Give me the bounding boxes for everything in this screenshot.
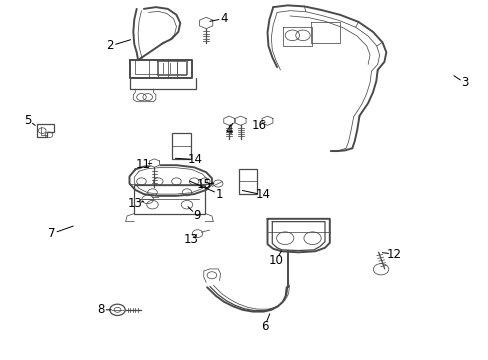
Text: 15: 15 xyxy=(196,178,211,191)
Text: 4: 4 xyxy=(225,124,232,137)
Text: 13: 13 xyxy=(127,198,142,211)
Text: 11: 11 xyxy=(135,158,150,171)
Text: 12: 12 xyxy=(386,248,401,261)
Bar xyxy=(134,185,205,213)
Text: 3: 3 xyxy=(460,76,468,90)
Text: 9: 9 xyxy=(192,209,200,222)
Text: 14: 14 xyxy=(188,153,203,166)
Text: 6: 6 xyxy=(260,320,268,333)
Text: 16: 16 xyxy=(251,119,266,132)
Text: 5: 5 xyxy=(24,113,32,126)
Text: 10: 10 xyxy=(267,254,283,267)
Polygon shape xyxy=(199,17,212,29)
Text: 8: 8 xyxy=(97,303,104,316)
Polygon shape xyxy=(224,116,234,125)
Text: 13: 13 xyxy=(183,234,198,247)
Polygon shape xyxy=(235,116,245,125)
Bar xyxy=(171,134,190,159)
Text: 14: 14 xyxy=(255,188,270,201)
Text: 1: 1 xyxy=(215,188,223,201)
Polygon shape xyxy=(149,159,159,167)
Polygon shape xyxy=(262,116,272,125)
Text: 4: 4 xyxy=(220,12,228,25)
Bar xyxy=(238,169,256,194)
Text: 2: 2 xyxy=(106,40,114,53)
Text: 7: 7 xyxy=(48,227,56,240)
